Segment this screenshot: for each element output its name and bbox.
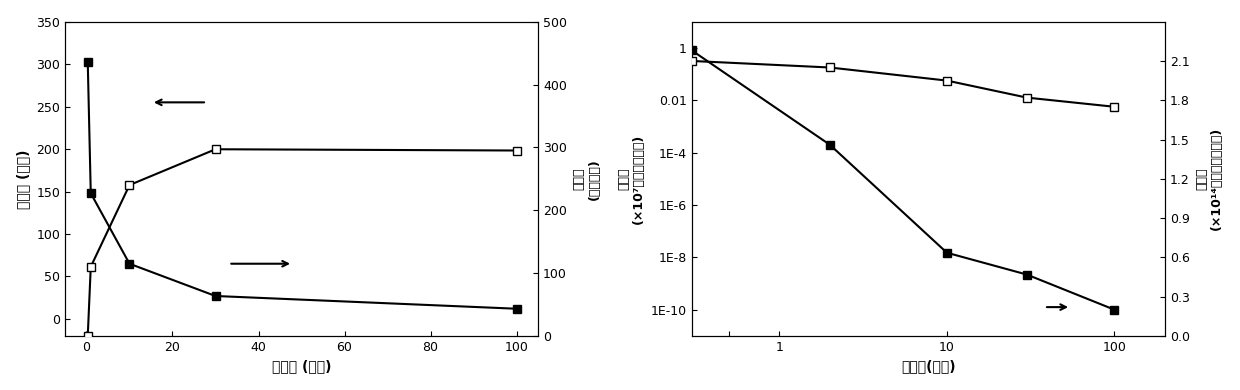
X-axis label: 光功率 (微瓦): 光功率 (微瓦) <box>272 359 331 373</box>
Y-axis label: 响应度
(毫安每瓦): 响应度 (毫安每瓦) <box>573 158 600 200</box>
Y-axis label: 探测度
(×10¹⁴厘米平方根微瓦): 探测度 (×10¹⁴厘米平方根微瓦) <box>1195 127 1224 230</box>
X-axis label: 光功率(微瓦): 光功率(微瓦) <box>901 359 956 373</box>
Y-axis label: 光电流 (微安): 光电流 (微安) <box>16 149 31 209</box>
Y-axis label: 灵敏度
(×10⁷平方厘米每瓦): 灵敏度 (×10⁷平方厘米每瓦) <box>618 134 645 224</box>
